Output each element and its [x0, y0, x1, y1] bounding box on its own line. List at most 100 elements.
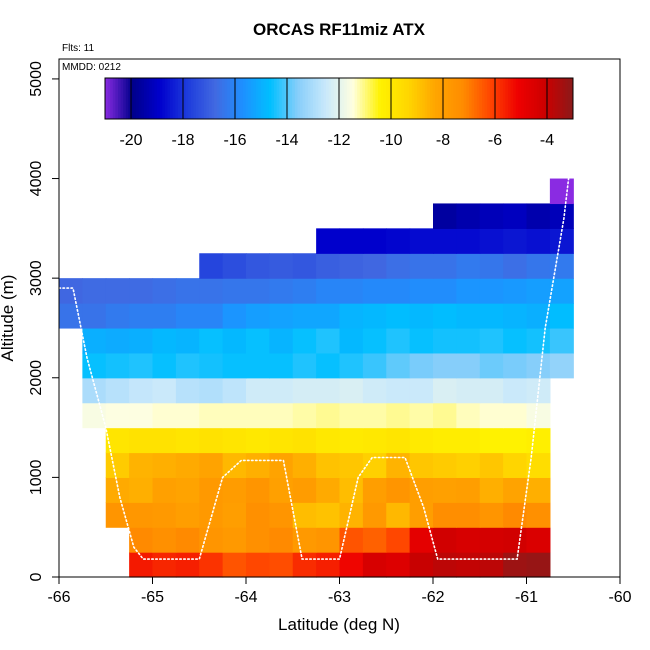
colorbar-segment	[422, 78, 426, 119]
heatmap-cell	[316, 552, 341, 578]
heatmap-cell	[129, 502, 154, 528]
heatmap-cell	[316, 278, 341, 304]
heatmap-cell	[456, 552, 481, 578]
heatmap-cell	[362, 427, 387, 454]
heatmap-cell	[526, 253, 551, 279]
colorbar-segment	[534, 78, 538, 119]
colorbar-segment	[120, 78, 124, 119]
colorbar-tick-label: -6	[488, 132, 502, 149]
heatmap-cell	[246, 303, 270, 329]
colorbar-tick-label: -10	[379, 132, 402, 149]
y-tick-label: 5000	[28, 61, 45, 97]
colorbar-segment	[287, 78, 291, 119]
heatmap-cell	[339, 402, 364, 429]
heatmap-cell	[246, 327, 270, 354]
colorbar-segment	[461, 78, 465, 119]
heatmap-cell	[269, 402, 294, 429]
heatmap-cell	[246, 477, 270, 503]
heatmap-cell	[479, 502, 504, 528]
heatmap-cell	[105, 427, 130, 454]
heatmap-cell	[456, 402, 481, 429]
heatmap-cell	[362, 402, 387, 429]
colorbar-tick-label: -8	[436, 132, 450, 149]
heatmap-cell	[316, 452, 341, 478]
colorbar-segment	[508, 78, 512, 119]
heatmap-cell	[409, 502, 434, 528]
heatmap-cell	[82, 327, 107, 354]
heatmap-cell	[526, 303, 551, 329]
colorbar-segment	[404, 78, 408, 119]
colorbar-segment	[276, 78, 280, 119]
colorbar-segment	[297, 78, 301, 119]
heatmap-cell	[82, 352, 107, 379]
colorbar-segment	[357, 78, 361, 119]
heatmap-cell	[503, 402, 528, 429]
heatmap-cell	[479, 228, 504, 254]
heatmap-cell	[269, 502, 294, 528]
heatmap-cell	[269, 552, 294, 578]
colorbar-segment	[268, 78, 272, 119]
heatmap-cell	[433, 278, 457, 304]
colorbar-tick-label: -12	[327, 132, 350, 149]
colorbar-segment	[175, 78, 179, 119]
colorbar-segment	[149, 78, 153, 119]
heatmap-cell	[105, 377, 130, 404]
colorbar-segment	[300, 78, 304, 119]
heatmap-cell	[292, 502, 317, 528]
heatmap-cell	[222, 253, 247, 279]
colorbar-segment	[214, 78, 218, 119]
heatmap-cell	[175, 278, 200, 304]
heatmap-cell	[316, 502, 341, 528]
colorbar-segment	[177, 78, 181, 119]
heatmap-cell	[456, 377, 481, 404]
colorbar-segment	[502, 78, 506, 119]
colorbar-segment	[185, 78, 189, 119]
heatmap-cell	[479, 477, 504, 503]
heatmap-cell	[433, 377, 457, 404]
heatmap-cell	[316, 327, 341, 354]
colorbar-segment	[445, 78, 449, 119]
colorbar-segment	[385, 78, 389, 119]
colorbar-segment	[380, 78, 384, 119]
heatmap-cell	[105, 352, 130, 379]
heatmap-cell	[526, 477, 551, 503]
colorbar-segment	[487, 78, 491, 119]
colorbar-segment	[443, 78, 447, 119]
heatmap-cell	[175, 427, 200, 454]
colorbar-segment	[190, 78, 194, 119]
colorbar-segment	[320, 78, 324, 119]
colorbar-segment	[289, 78, 293, 119]
x-tick-label: -61	[515, 589, 538, 606]
heatmap-cell	[386, 502, 411, 528]
colorbar-segment	[352, 78, 356, 119]
x-tick-label: -63	[328, 589, 351, 606]
heatmap-cell	[175, 352, 200, 379]
colorbar-segment	[167, 78, 171, 119]
heatmap-cell	[409, 427, 434, 454]
colorbar-segment	[172, 78, 176, 119]
colorbar-segment	[378, 78, 382, 119]
colorbar-segment	[115, 78, 119, 119]
heatmap-cell	[152, 502, 177, 528]
colorbar-segment	[281, 78, 285, 119]
heatmap-cell	[503, 253, 528, 279]
heatmap-cell	[152, 402, 177, 429]
heatmap-cell	[503, 502, 528, 528]
colorbar-segment	[248, 78, 252, 119]
heatmap-cell	[479, 327, 504, 354]
heatmap-cell	[386, 253, 411, 279]
colorbar-segment	[188, 78, 192, 119]
heatmap-cell	[339, 452, 364, 478]
heatmap-cell	[433, 477, 457, 503]
heatmap-cell	[479, 552, 504, 578]
colorbar-segment	[232, 78, 236, 119]
x-tick-label: -60	[608, 589, 631, 606]
heatmap-cell	[82, 278, 107, 304]
heatmap-cell	[503, 228, 528, 254]
colorbar-segment	[372, 78, 376, 119]
colorbar-segment	[354, 78, 358, 119]
heatmap-cell	[105, 452, 130, 478]
heatmap-cell	[199, 327, 224, 354]
colorbar-segment	[162, 78, 166, 119]
colorbar-segment	[359, 78, 363, 119]
